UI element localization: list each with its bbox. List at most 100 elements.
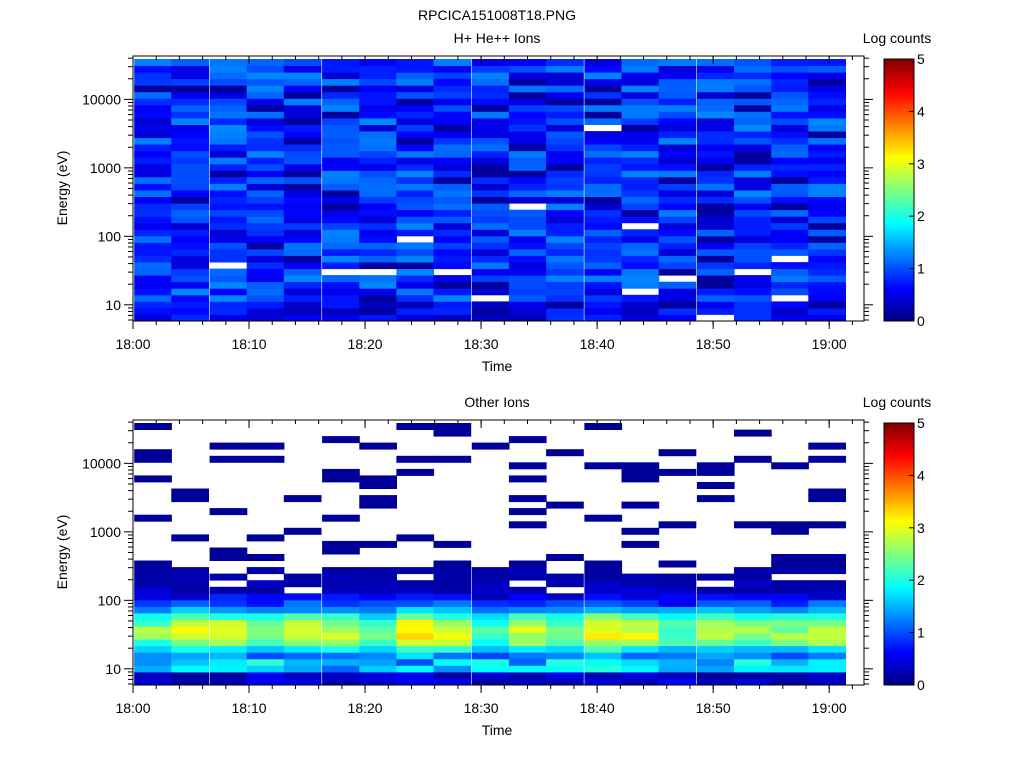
heatmap-cell [658, 586, 697, 594]
y-tick-label: 10 [105, 297, 121, 313]
heatmap-cell [808, 639, 846, 647]
heatmap-cell [433, 573, 472, 581]
colorbar-swatch [884, 501, 914, 505]
heatmap-cell [546, 671, 584, 679]
heatmap-cell [471, 665, 510, 673]
heatmap-cell [621, 671, 660, 679]
colorbar-swatch [884, 82, 914, 86]
heatmap-cell [134, 111, 172, 119]
heatmap-cell [471, 606, 510, 614]
heatmap-cell [584, 567, 623, 575]
heatmap-cell [771, 85, 809, 93]
heatmap-cell [584, 314, 623, 322]
heatmap-cell [396, 196, 435, 204]
heatmap-cell [171, 268, 209, 276]
heatmap-cell [134, 248, 172, 256]
heatmap-cell [246, 137, 285, 145]
heatmap-cell [209, 619, 248, 627]
heatmap-cell [322, 547, 360, 555]
heatmap-cell [508, 137, 547, 145]
x-tick-label: 18:40 [580, 700, 615, 716]
heatmap-cell [433, 242, 472, 250]
heatmap-cell [546, 196, 584, 204]
heatmap-cell [658, 468, 697, 476]
heatmap-cell [209, 118, 248, 125]
heatmap-cell [433, 652, 472, 660]
colorbar-swatch [884, 574, 914, 578]
heatmap-cell [283, 144, 322, 152]
heatmap-cell [621, 281, 660, 289]
heatmap-cell [508, 288, 547, 296]
colorbar-tick-label: 5 [917, 51, 925, 67]
heatmap-cell [396, 150, 435, 158]
heatmap-cell [246, 606, 285, 614]
colorbar-swatch [884, 454, 914, 458]
heatmap-cell [246, 235, 285, 243]
colorbar-swatch [884, 446, 914, 450]
heatmap-cell [359, 170, 397, 178]
heatmap-cell [134, 104, 172, 112]
colorbar-swatch [884, 635, 914, 639]
x-tick-label: 18:30 [464, 336, 499, 352]
heatmap-cell [171, 626, 209, 633]
heatmap-cell [209, 203, 248, 211]
heatmap-cell [508, 157, 547, 165]
heatmap-cell [396, 626, 435, 633]
heatmap-cell [771, 209, 809, 217]
heatmap-cell [246, 645, 285, 653]
heatmap-cell [621, 619, 660, 627]
heatmap-cell [209, 78, 248, 86]
heatmap-cell [396, 619, 435, 627]
y-tick-label: 10 [105, 661, 121, 677]
colorbar-swatch [884, 255, 914, 259]
heatmap-cell [696, 118, 735, 125]
colorbar-swatch [884, 585, 914, 589]
heatmap-cell [171, 190, 209, 197]
heatmap-cell [696, 665, 735, 673]
heatmap-cell [621, 131, 660, 139]
heatmap-cell [209, 573, 248, 581]
colorbar-swatch [884, 79, 914, 83]
heatmap-cell [621, 209, 660, 217]
heatmap-cell [546, 98, 584, 106]
heatmap-cell [621, 501, 660, 509]
heatmap-cell [283, 678, 322, 686]
heatmap-cell [771, 275, 809, 283]
heatmap-cell [471, 255, 510, 263]
heatmap-cell [134, 98, 172, 106]
heatmap-cell [734, 111, 772, 119]
heatmap-cell [734, 606, 772, 614]
heatmap-cell [283, 671, 322, 679]
heatmap-cell [621, 678, 660, 686]
heatmap-cell [359, 671, 397, 679]
colorbar-swatch [884, 436, 914, 440]
heatmap-cell [246, 314, 285, 322]
colorbar-swatch [884, 245, 914, 249]
colorbar-swatch [884, 171, 914, 175]
heatmap-cell [171, 632, 209, 640]
colorbar-swatch [884, 514, 914, 518]
heatmap-cell [508, 248, 547, 256]
heatmap-cell [359, 501, 397, 509]
heatmap-cell [584, 176, 623, 184]
heatmap-cell [771, 248, 809, 256]
heatmap-cell [808, 671, 846, 679]
colorbar-swatch [884, 462, 914, 466]
heatmap-cell [171, 586, 209, 594]
heatmap-cell [283, 229, 322, 237]
heatmap-cell [771, 59, 809, 66]
heatmap-cell [322, 78, 360, 86]
heatmap-cell [621, 59, 660, 66]
heatmap-cell [546, 163, 584, 171]
heatmap-cell [322, 665, 360, 673]
heatmap-cell [621, 573, 660, 581]
heatmap-cell [546, 554, 584, 561]
heatmap-cell [771, 196, 809, 204]
colorbar-swatch [884, 176, 914, 180]
heatmap-cell [546, 203, 584, 211]
colorbar-swatch [884, 559, 914, 563]
heatmap-cell [396, 580, 435, 588]
heatmap-cell [658, 314, 697, 322]
heatmap-cell [658, 157, 697, 165]
heatmap-cell [359, 248, 397, 256]
